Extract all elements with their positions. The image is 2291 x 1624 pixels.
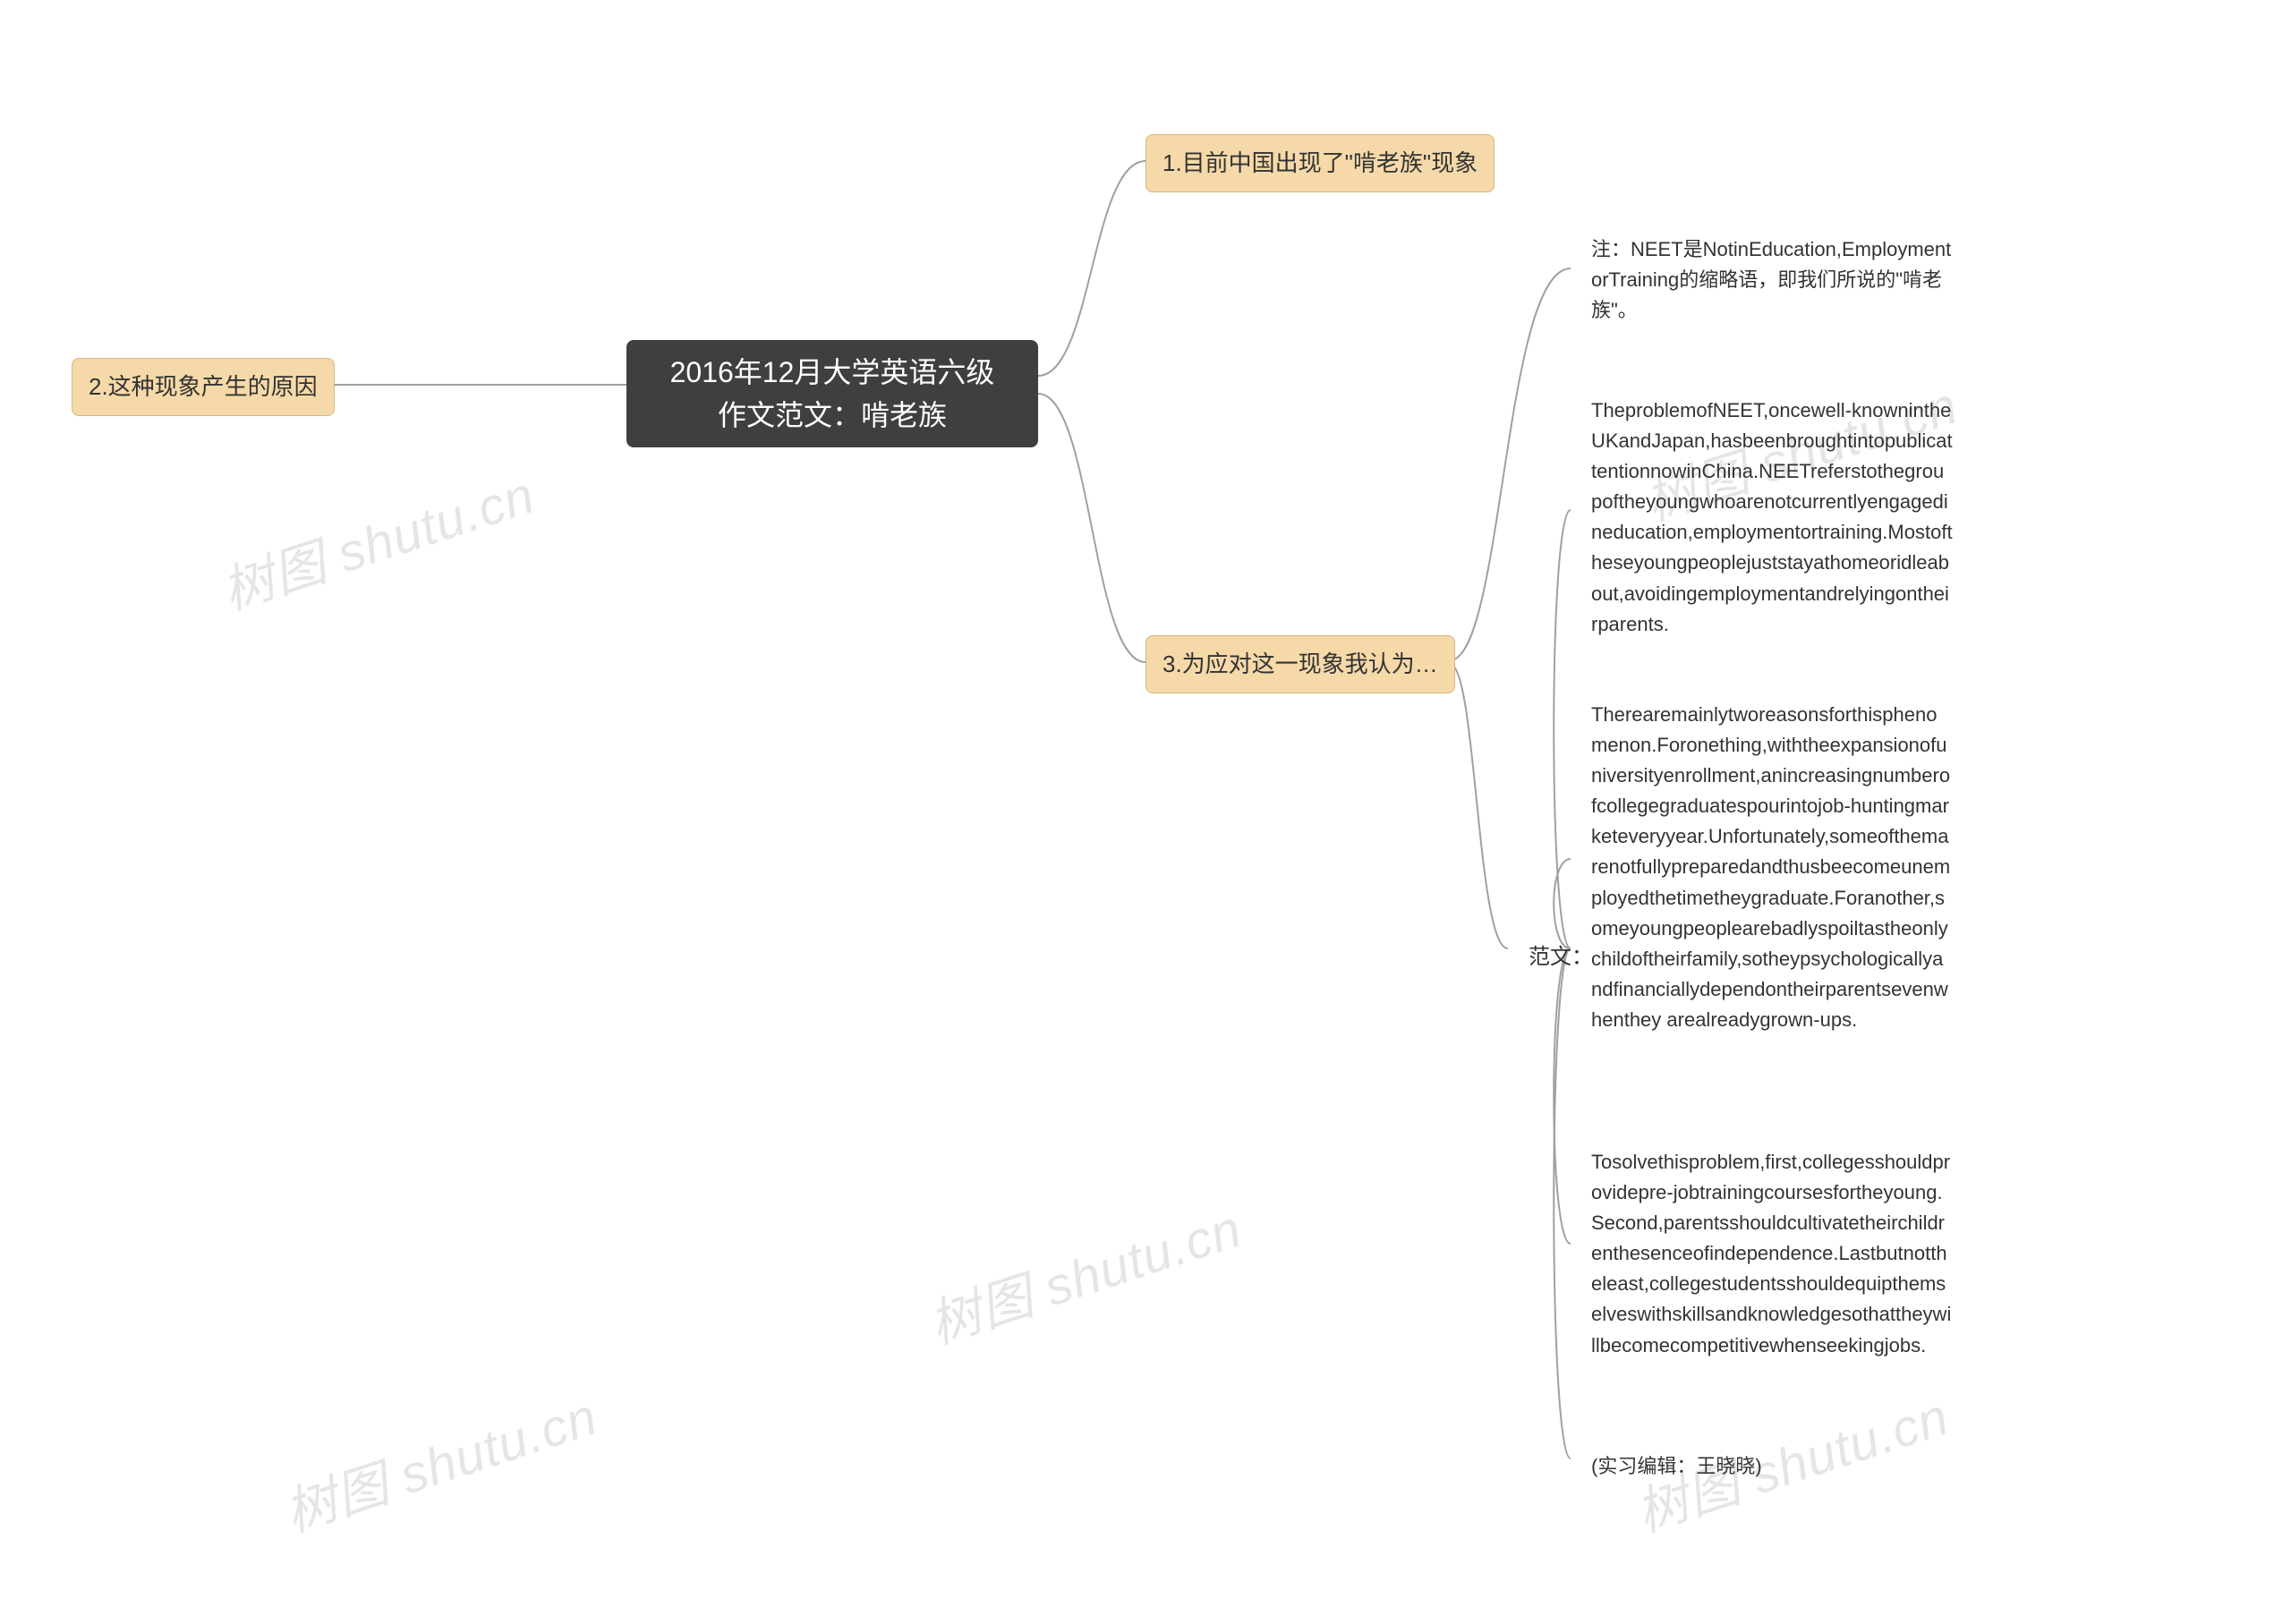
leaf-editor-credit: (实习编辑：王晓晓) [1575,1441,1778,1492]
leaf-paragraph-3: Tosolvethisproblem,first,collegesshouldp… [1575,1136,1969,1372]
root-line1: 2016年12月大学英语六级 [643,351,1022,394]
mindmap-root[interactable]: 2016年12月大学英语六级 作文范文：啃老族 [626,340,1038,447]
leaf-paragraph-2: Therearemainlytworeasonsforthisphenomeno… [1575,689,1969,1046]
root-line2: 作文范文：啃老族 [643,394,1022,437]
branch-right-phenomenon[interactable]: 1.目前中国出现了"啃老族"现象 [1146,134,1495,192]
branch-left-causes[interactable]: 2.这种现象产生的原因 [72,358,335,416]
leaf-paragraph-1: TheproblemofNEET,oncewell-knownintheUKan… [1575,385,1969,650]
watermark: 树图 shutu.cn [274,1374,606,1546]
leaf-note-neet: 注：NEET是NotinEducation,EmploymentorTraini… [1575,224,1969,336]
branch-right-solution[interactable]: 3.为应对这一现象我认为… [1146,635,1455,693]
watermark: 树图 shutu.cn [211,453,543,625]
watermark: 树图 shutu.cn [918,1186,1250,1358]
